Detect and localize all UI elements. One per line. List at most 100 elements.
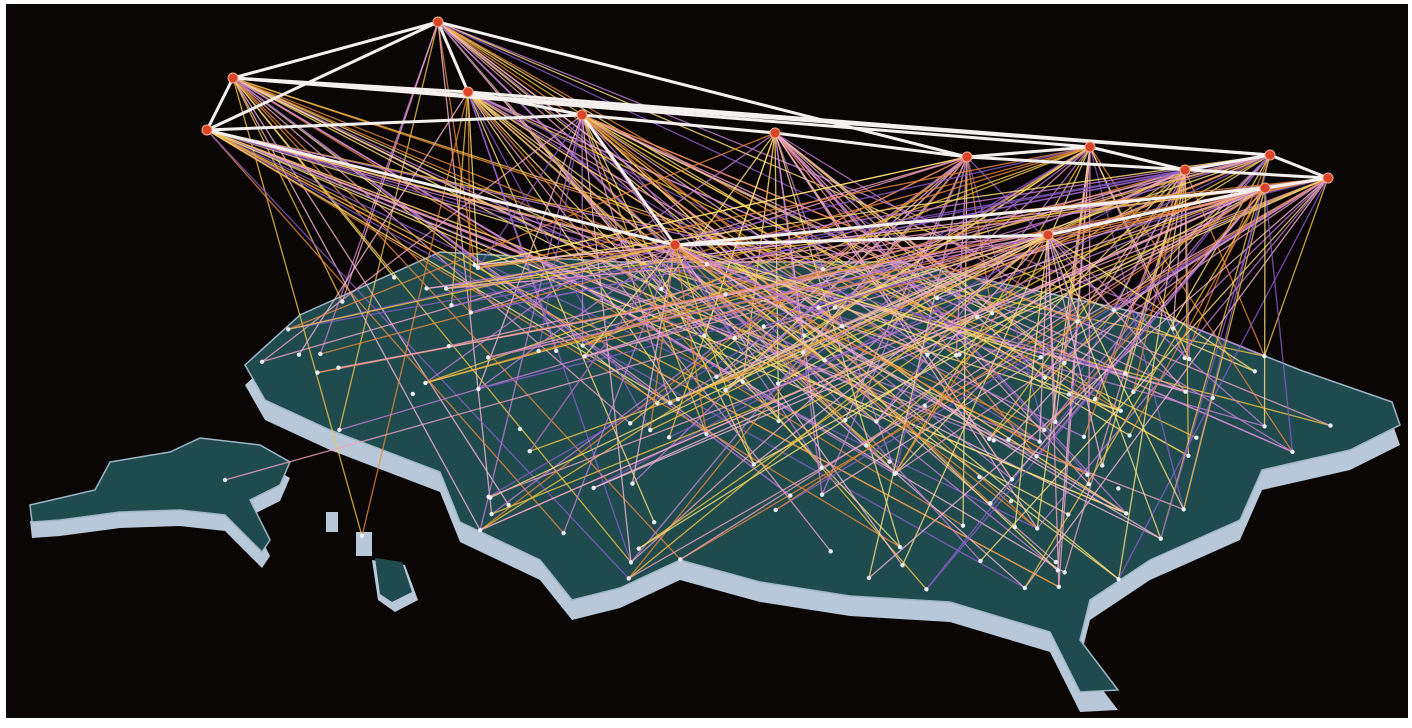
ground-node (447, 344, 451, 348)
ground-node (591, 486, 595, 490)
ground-node (478, 528, 482, 532)
hub-node (670, 240, 680, 250)
ground-node (392, 275, 396, 279)
ground-node (1123, 371, 1127, 375)
ground-node (816, 305, 820, 309)
ground-node (820, 492, 824, 496)
ground-node (741, 380, 745, 384)
ground-node (776, 381, 780, 385)
hub-node (1180, 165, 1190, 175)
ground-node (528, 449, 532, 453)
ground-node (489, 512, 493, 516)
ground-node (1062, 361, 1066, 365)
hub-node (202, 125, 212, 135)
ground-node (1187, 357, 1191, 361)
ground-node (1010, 477, 1014, 481)
ground-node (1262, 424, 1266, 428)
ground-node (1062, 570, 1066, 574)
ground-node (1023, 586, 1027, 590)
ground-node (286, 327, 290, 331)
ground-node (1035, 526, 1039, 530)
ground-node (1194, 436, 1198, 440)
ground-node (536, 349, 540, 353)
ground-node (1034, 454, 1038, 458)
ground-node (1127, 433, 1131, 437)
ground-node (1328, 423, 1332, 427)
ground-node (1043, 376, 1047, 380)
ground-node (732, 336, 736, 340)
hub-node (433, 17, 443, 27)
ground-node (828, 549, 832, 553)
ground-node (1181, 507, 1185, 511)
ground-node (773, 508, 777, 512)
ground-node (923, 404, 927, 408)
ground-node (723, 388, 727, 392)
ground-node (518, 427, 522, 431)
hub-node (1265, 150, 1275, 160)
ground-node (1037, 439, 1041, 443)
ground-node (1066, 512, 1070, 516)
ground-node (898, 545, 902, 549)
ground-node (864, 443, 868, 447)
ground-node (1067, 392, 1071, 396)
ground-node (1056, 568, 1060, 572)
ground-node (336, 365, 340, 369)
ground-node (628, 421, 632, 425)
ground-node (987, 437, 991, 441)
ground-node (977, 475, 981, 479)
ground-node (582, 354, 586, 358)
ground-node (1159, 536, 1163, 540)
ground-node (1100, 463, 1104, 467)
ground-node (652, 520, 656, 524)
ground-node (1042, 428, 1046, 432)
ground-node (1053, 420, 1057, 424)
ground-node (1253, 369, 1257, 373)
ground-node (506, 503, 510, 507)
ground-node (776, 419, 780, 423)
ground-node (424, 286, 428, 290)
ground-node (337, 428, 341, 432)
ground-node (340, 299, 344, 303)
hub-node (1260, 183, 1270, 193)
ground-node (1183, 356, 1187, 360)
ground-node (822, 358, 826, 362)
ground-node (627, 576, 631, 580)
ground-node (486, 495, 490, 499)
ground-node (636, 546, 640, 550)
ground-node (935, 296, 939, 300)
ground-node (1116, 486, 1120, 490)
ground-node (444, 286, 448, 290)
ground-node (659, 287, 663, 291)
hub-node (1085, 142, 1095, 152)
ground-node (1171, 326, 1175, 330)
ground-node (630, 481, 634, 485)
ground-node (1082, 435, 1086, 439)
ground-node (1093, 397, 1097, 401)
ground-node (676, 397, 680, 401)
ground-node (1116, 577, 1120, 581)
ground-node (714, 375, 718, 379)
ground-node (801, 350, 805, 354)
ground-node (975, 315, 979, 319)
ground-node (629, 560, 633, 564)
ground-node (978, 559, 982, 563)
ground-node (561, 531, 565, 535)
ground-node (961, 523, 965, 527)
hub-node (962, 152, 972, 162)
ground-node (1009, 499, 1013, 503)
ground-node (655, 401, 659, 405)
hub-node (770, 128, 780, 138)
ground-node (788, 493, 792, 497)
ground-node (1054, 560, 1058, 564)
ground-node (449, 303, 453, 307)
ground-node (1290, 450, 1294, 454)
ground-node (1183, 390, 1187, 394)
ground-node (894, 471, 898, 475)
hub-node (1323, 173, 1333, 183)
ground-node (678, 557, 682, 561)
ground-node (874, 419, 878, 423)
ground-node (957, 352, 961, 356)
ground-node (988, 501, 992, 505)
ground-node (1057, 585, 1061, 589)
ground-node (648, 428, 652, 432)
